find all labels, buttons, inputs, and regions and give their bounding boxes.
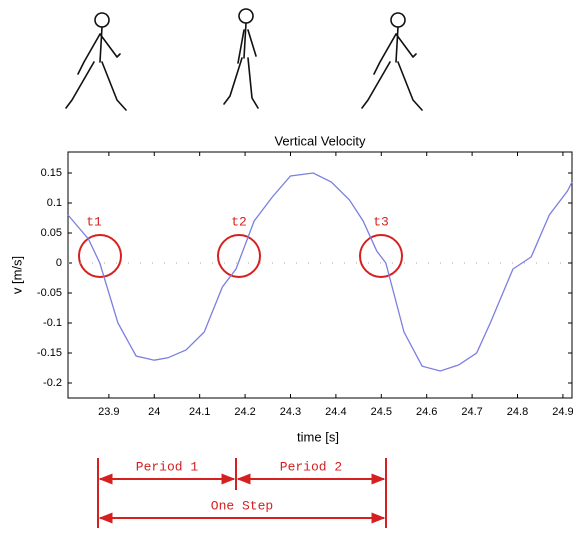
x-tick-label: 24.1 bbox=[189, 406, 210, 418]
event-circle bbox=[78, 234, 122, 278]
walker-2 bbox=[223, 8, 259, 109]
x-tick-label: 24.6 bbox=[416, 406, 437, 418]
x-tick-label: 24.3 bbox=[280, 406, 301, 418]
event-label: t1 bbox=[86, 214, 102, 229]
event-circle bbox=[359, 234, 403, 278]
walker-3 bbox=[361, 12, 423, 111]
y-tick-label: 0 bbox=[56, 257, 62, 269]
event-label: t2 bbox=[231, 214, 247, 229]
x-tick-label: 24.9 bbox=[552, 406, 573, 418]
period-arrows bbox=[97, 458, 387, 528]
x-tick-label: 24.7 bbox=[461, 406, 482, 418]
x-tick-label: 24 bbox=[148, 406, 160, 418]
plot-frame bbox=[67, 151, 573, 399]
y-tick-label: -0.2 bbox=[43, 377, 62, 389]
chart-title: Vertical Velocity bbox=[274, 133, 366, 148]
data-line bbox=[67, 172, 573, 372]
y-tick-label: 0.05 bbox=[41, 227, 62, 239]
x-tick-label: 24.4 bbox=[325, 406, 346, 418]
period-label: Period 1 bbox=[136, 459, 199, 474]
x-axis-label: time [s] bbox=[297, 429, 339, 444]
walker-1 bbox=[65, 12, 127, 111]
y-tick-label: -0.15 bbox=[37, 347, 62, 359]
x-tick-label: 23.9 bbox=[98, 406, 119, 418]
event-circle bbox=[217, 234, 261, 278]
x-tick-label: 24.2 bbox=[234, 406, 255, 418]
y-tick-label: -0.1 bbox=[43, 317, 62, 329]
event-label: t3 bbox=[373, 214, 389, 229]
x-tick-label: 24.8 bbox=[507, 406, 528, 418]
y-axis-label: v [m/s] bbox=[9, 256, 24, 294]
x-tick-label: 24.5 bbox=[371, 406, 392, 418]
step-label: One Step bbox=[211, 498, 273, 513]
y-tick-label: -0.05 bbox=[37, 287, 62, 299]
y-tick-label: 0.1 bbox=[47, 197, 62, 209]
y-tick-label: 0.15 bbox=[41, 167, 62, 179]
period-label: Period 2 bbox=[280, 459, 342, 474]
